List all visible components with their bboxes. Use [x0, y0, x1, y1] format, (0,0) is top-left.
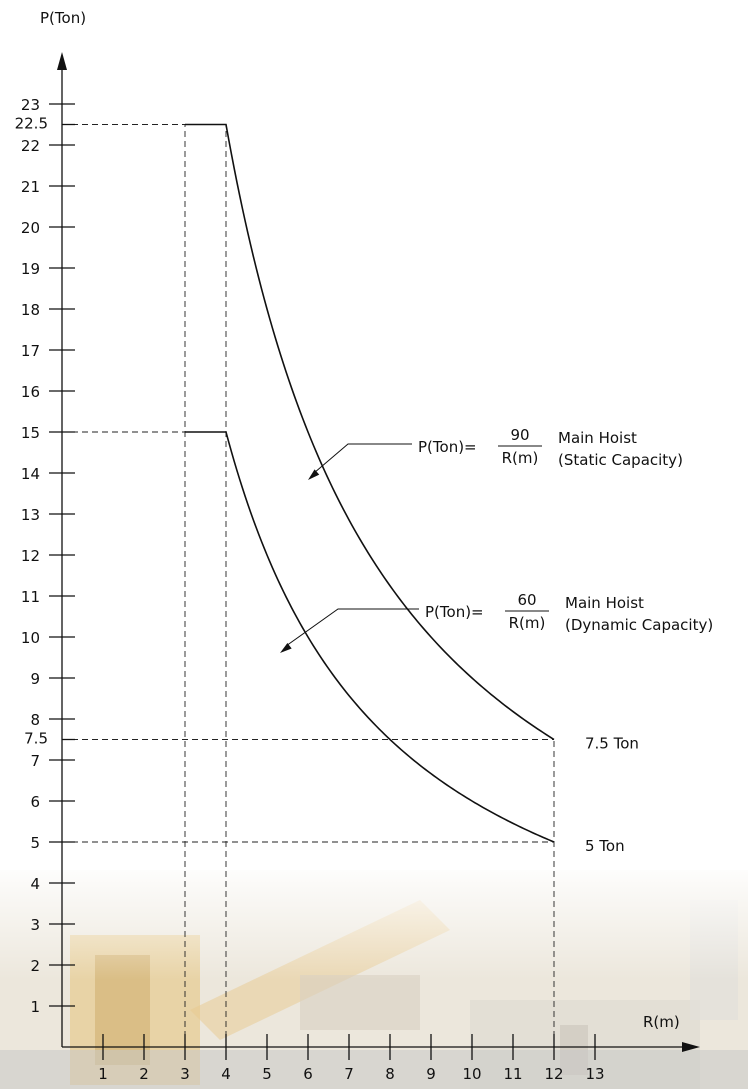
y-axis-arrow [57, 52, 67, 70]
y-tick-label-5: 5 [30, 834, 40, 852]
x-tick-label-5: 5 [262, 1065, 272, 1083]
y-tick-label-22: 22 [21, 137, 40, 155]
y-tick-label-3: 3 [30, 916, 40, 934]
formula-lhs-2: P(Ton)= [425, 603, 484, 621]
x-axis-arrow [682, 1042, 700, 1052]
x-tick-label-3: 3 [180, 1065, 190, 1083]
series-desc1-1: Main Hoist [558, 429, 637, 447]
y-tick-label-7: 7 [30, 752, 40, 770]
x-tick-label-6: 6 [303, 1065, 313, 1083]
leader-line-1 [313, 443, 412, 474]
leader-arrow-2 [280, 642, 292, 653]
series-curve-2 [185, 431, 555, 843]
y-tick-label-21: 21 [21, 178, 40, 196]
x-tick-label-2: 2 [139, 1065, 149, 1083]
y-tick-label-19: 19 [21, 260, 40, 278]
y-tick-label-13: 13 [21, 506, 40, 524]
x-tick-label-12: 12 [544, 1065, 563, 1083]
formula-denominator-2: R(m) [509, 614, 546, 632]
series-curves [185, 123, 555, 843]
y-tick-label-9: 9 [30, 670, 40, 688]
formula-numerator-1: 90 [510, 426, 529, 444]
y-tick-label-23: 23 [21, 96, 40, 114]
leader-arrow-1 [308, 469, 320, 480]
x-tick-label-4: 4 [221, 1065, 231, 1083]
y-tick-label-17: 17 [21, 342, 40, 360]
y-tick-label-8: 8 [30, 711, 40, 729]
x-tick-label-8: 8 [385, 1065, 395, 1083]
x-tick-label-11: 11 [503, 1065, 522, 1083]
end-label-1: 7.5 Ton [585, 735, 639, 753]
axes: P(Ton)R(m)12345677.589101112131415161718… [15, 9, 700, 1083]
y-tick-label-11: 11 [21, 588, 40, 606]
y-tick-label-7.5: 7.5 [24, 730, 48, 748]
y-tick-label-22.5: 22.5 [15, 115, 48, 133]
formula-denominator-1: R(m) [502, 449, 539, 467]
series-desc2-2: (Dynamic Capacity) [565, 616, 713, 634]
y-tick-label-10: 10 [21, 629, 40, 647]
x-tick-label-9: 9 [426, 1065, 436, 1083]
x-tick-label-1: 1 [98, 1065, 108, 1083]
end-label-2: 5 Ton [585, 837, 625, 855]
series-curve-1 [185, 123, 555, 741]
series-desc1-2: Main Hoist [565, 594, 644, 612]
x-tick-label-13: 13 [585, 1065, 604, 1083]
x-tick-label-7: 7 [344, 1065, 354, 1083]
series-desc2-1: (Static Capacity) [558, 451, 683, 469]
y-axis-label: P(Ton) [40, 9, 86, 27]
x-tick-label-10: 10 [462, 1065, 481, 1083]
y-tick-label-1: 1 [30, 998, 40, 1016]
y-tick-label-18: 18 [21, 301, 40, 319]
formula-numerator-2: 60 [517, 591, 536, 609]
y-tick-label-4: 4 [30, 875, 40, 893]
reference-lines [62, 124, 555, 1047]
x-axis-label: R(m) [643, 1013, 680, 1031]
y-tick-label-15: 15 [21, 424, 40, 442]
y-tick-label-12: 12 [21, 547, 40, 565]
y-tick-label-6: 6 [30, 793, 40, 811]
y-tick-label-20: 20 [21, 219, 40, 237]
y-tick-label-16: 16 [21, 383, 40, 401]
leader-line-2 [285, 608, 419, 647]
y-tick-label-14: 14 [21, 465, 40, 483]
y-tick-label-2: 2 [30, 957, 40, 975]
formula-lhs-1: P(Ton)= [418, 438, 477, 456]
annotations: 7.5 Ton 5 Ton P(Ton)= 90 R(m) Main Hoist (Stat… [280, 426, 713, 855]
